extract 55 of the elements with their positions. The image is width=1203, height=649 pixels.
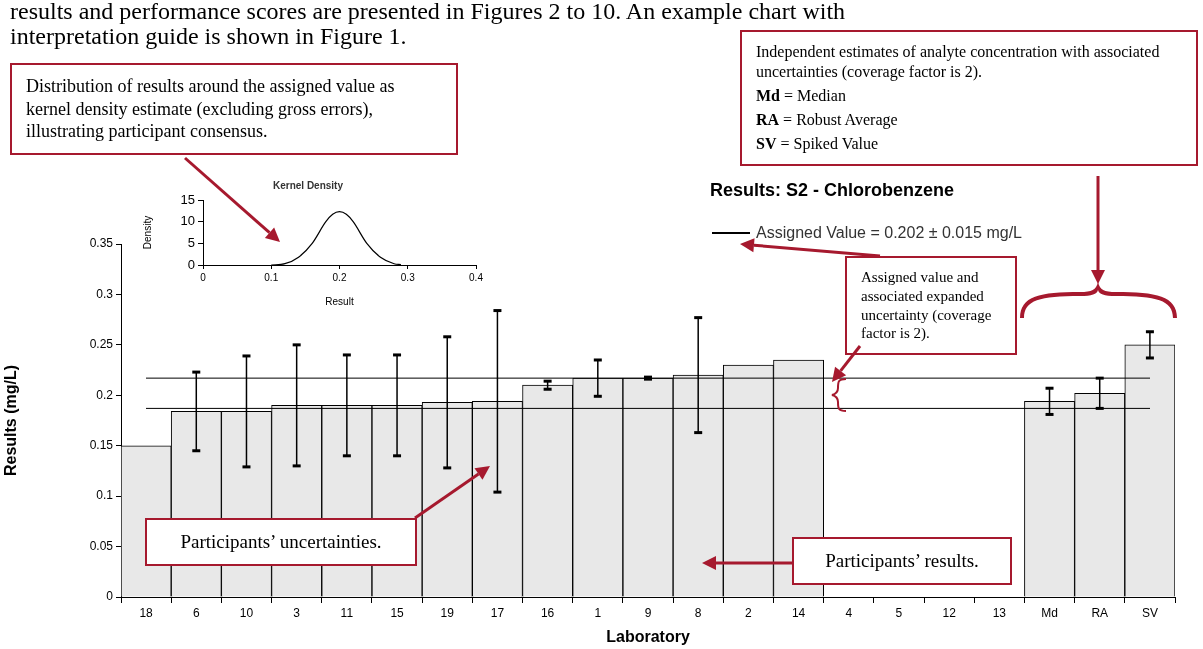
x-tick-label: 14 (791, 605, 806, 620)
x-tick-label: 0.3 (400, 271, 416, 283)
annotation: Participants’ results. (825, 550, 979, 571)
y-tick-label: 0 (106, 589, 114, 604)
y-tick-label: 0.15 (89, 438, 114, 453)
y-tick-label: 0 (187, 256, 195, 272)
y-tick-label: 0.35 (89, 236, 114, 251)
x-tick-label: 0 (200, 271, 207, 283)
x-tick-label: 16 (540, 605, 555, 620)
x-tick-label: 6 (192, 605, 200, 620)
callout-box: Distribution of results around the assigned value as kernel density estimate (excluding gross errors), illustrating participant consensus. (10, 63, 458, 155)
y-axis-title: Results (mg/L) (2, 364, 20, 477)
y-tick-label: 0.1 (96, 488, 114, 503)
text: interpretation guide is shown in Figure 1. (10, 23, 407, 49)
y-tick-label: 0.3 (96, 286, 114, 301)
chart-title: Kernel Density (272, 179, 344, 191)
x-tick-label: 4 (845, 605, 853, 620)
x-tick-label: 9 (644, 605, 652, 620)
annotation: Assigned value and associated expanded uncertainty (coverage factor is 2). (861, 269, 992, 342)
x-tick-label: 15 (390, 605, 405, 620)
y-tick-label: 0.25 (89, 337, 114, 352)
x-tick-label: 3 (293, 605, 301, 620)
x-tick-label: 8 (694, 605, 702, 620)
x-tick-label: RA (1091, 605, 1109, 620)
x-tick-label: 0.2 (332, 271, 347, 283)
y-tick-label: 5 (187, 234, 195, 250)
x-tick-label: 1 (594, 605, 602, 620)
y-tick-label: 15 (180, 191, 195, 207)
text: Assigned Value = 0.202 ± 0.015 mg/L (756, 224, 1022, 242)
x-tick-label: 10 (239, 605, 254, 620)
x-axis-title: Laboratory (606, 627, 690, 645)
x-tick-label: 5 (895, 605, 903, 620)
annotation: Participants’ uncertainties. (180, 531, 382, 552)
callout-box: Assigned value and associated expanded uncertainty (coverage factor is 2). (845, 256, 1017, 355)
text: results and performance scores are presented in Figures 2 to 10. An example chart with (10, 0, 846, 24)
x-tick-label: 19 (440, 605, 455, 620)
x-tick-label: Md (1041, 605, 1058, 620)
y-axis-title: Density (141, 215, 153, 250)
x-tick-label: 0.1 (264, 271, 279, 283)
x-tick-label: 13 (992, 605, 1007, 620)
y-tick-label: 0.05 (89, 538, 114, 553)
callout-box: Participants’ results. (792, 537, 1012, 585)
x-tick-label: 0.4 (469, 271, 484, 283)
callout-box: Independent estimates of analyte concentration with associated uncertainties (coverage factor is 2). Md = Median RA = Robust Average SV = Spiked Value (740, 30, 1198, 166)
x-tick-label: 17 (490, 605, 505, 620)
y-tick-label: 10 (180, 213, 195, 229)
x-tick-label: 11 (340, 605, 354, 620)
x-tick-label: 2 (745, 605, 753, 620)
callout-box: Participants’ uncertainties. (145, 518, 417, 566)
y-tick-label: 0.2 (96, 387, 114, 402)
x-axis-title: Result (325, 295, 354, 307)
x-tick-label: 12 (942, 605, 957, 620)
x-tick-label: 18 (139, 605, 154, 620)
chart-title: Results: S2 - Chlorobenzene (710, 180, 955, 201)
x-tick-label: SV (1141, 605, 1158, 620)
